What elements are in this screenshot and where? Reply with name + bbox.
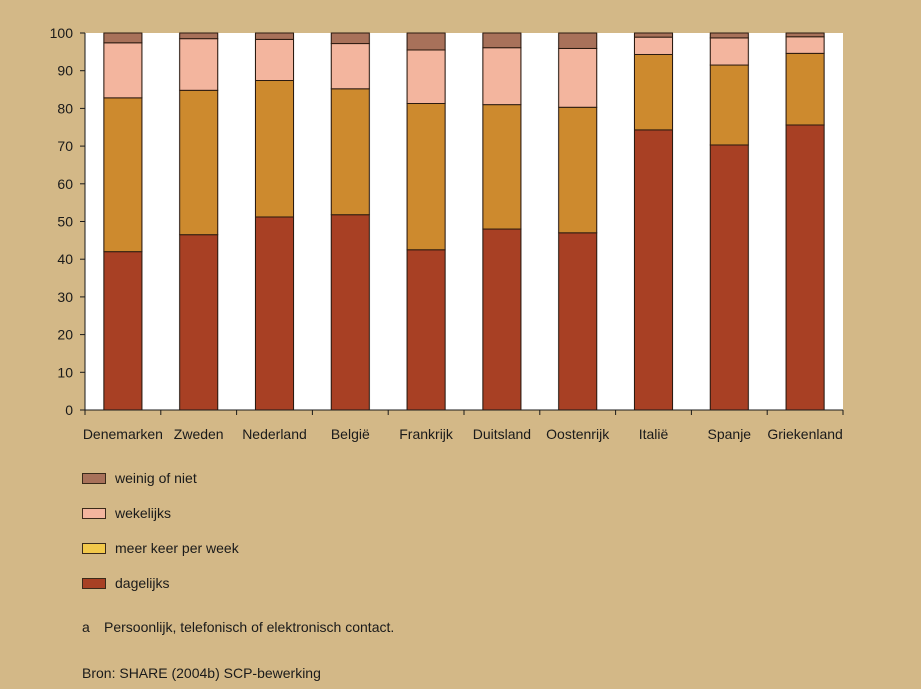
bar-segment [256, 33, 294, 39]
bar-segment [104, 43, 142, 98]
legend-item: meer keer per week [82, 538, 239, 558]
bar-segment [559, 48, 597, 107]
y-tick-label: 20 [57, 327, 73, 343]
footnote-text: Persoonlijk, telefonisch of elektronisch… [104, 619, 394, 635]
bar-segment [407, 250, 445, 410]
y-tick-label: 0 [65, 402, 73, 418]
bar-segment [180, 39, 218, 91]
x-tick-label: Spanje [708, 426, 752, 442]
bar-segment [483, 105, 521, 229]
x-tick-label: Griekenland [767, 426, 843, 442]
y-tick-label: 70 [57, 138, 73, 154]
bar-segment [407, 33, 445, 50]
y-tick-label: 10 [57, 364, 73, 380]
legend-swatch-wekelijks [82, 508, 106, 519]
bar-segment [104, 33, 142, 43]
y-tick-label: 30 [57, 289, 73, 305]
legend-item: dagelijks [82, 573, 239, 593]
bar-segment [104, 98, 142, 252]
bar-segment [710, 65, 748, 145]
bar-segment [104, 252, 142, 410]
legend-label-meer-keer: meer keer per week [115, 540, 239, 556]
y-tick-label: 90 [57, 63, 73, 79]
bar-segment [331, 33, 369, 44]
bar-segment [786, 53, 824, 125]
bar-segment [559, 107, 597, 233]
legend-item: wekelijks [82, 503, 239, 523]
y-tick-label: 80 [57, 100, 73, 116]
x-tick-label: Italië [639, 426, 669, 442]
x-tick-label: Oostenrijk [546, 426, 610, 442]
bar-segment [559, 233, 597, 410]
x-tick-label: Denemarken [83, 426, 163, 442]
bar-segment [786, 33, 824, 37]
bar-segment [710, 33, 748, 38]
stacked-bar-chart: 0 10 20 30 40 50 60 70 80 90 100 Denemarken Zweden Ne… [0, 0, 921, 460]
legend-label-weinig: weinig of niet [115, 470, 197, 486]
bar-segment [256, 217, 294, 410]
bar-segment [331, 44, 369, 89]
bar-segment [180, 90, 218, 234]
bar-segment [407, 103, 445, 249]
bar-segment [331, 89, 369, 215]
x-tick-label: Nederland [242, 426, 307, 442]
x-tick-label: Duitsland [473, 426, 531, 442]
bar-segment [407, 50, 445, 104]
bar-segment [786, 37, 824, 54]
bar-segment [635, 54, 673, 129]
legend-swatch-meer-keer [82, 543, 106, 554]
footnote: a Persoonlijk, telefonisch of elektronisc… [82, 619, 394, 635]
y-tick-label: 40 [57, 251, 73, 267]
bar-segment [710, 145, 748, 410]
legend: weinig of niet wekelijks meer keer per w… [82, 468, 239, 608]
legend-label-dagelijks: dagelijks [115, 575, 169, 591]
bar-segment [635, 37, 673, 54]
bar-segment [559, 33, 597, 48]
source-note: Bron: SHARE (2004b) SCP-bewerking [82, 665, 321, 681]
y-tick-label: 60 [57, 176, 73, 192]
legend-swatch-weinig [82, 473, 106, 484]
bar-segment [483, 229, 521, 410]
bar-segment [256, 39, 294, 80]
bar-segment [483, 48, 521, 105]
x-tick-label: Zweden [174, 426, 224, 442]
legend-label-wekelijks: wekelijks [115, 505, 171, 521]
footnote-marker: a [82, 619, 104, 635]
bar-segment [256, 81, 294, 217]
y-tick-label: 50 [57, 214, 73, 230]
bar-segment [483, 33, 521, 48]
bar-segment [180, 235, 218, 410]
x-tick-label: België [331, 426, 370, 442]
bar-segment [710, 38, 748, 65]
legend-item: weinig of niet [82, 468, 239, 488]
bar-segment [635, 33, 673, 37]
y-tick-label: 100 [50, 25, 74, 41]
x-tick-label: Frankrijk [399, 426, 454, 442]
bar-segment [786, 125, 824, 410]
bar-segment [331, 215, 369, 410]
legend-swatch-dagelijks [82, 578, 106, 589]
bar-segment [180, 33, 218, 39]
bar-segment [635, 130, 673, 410]
